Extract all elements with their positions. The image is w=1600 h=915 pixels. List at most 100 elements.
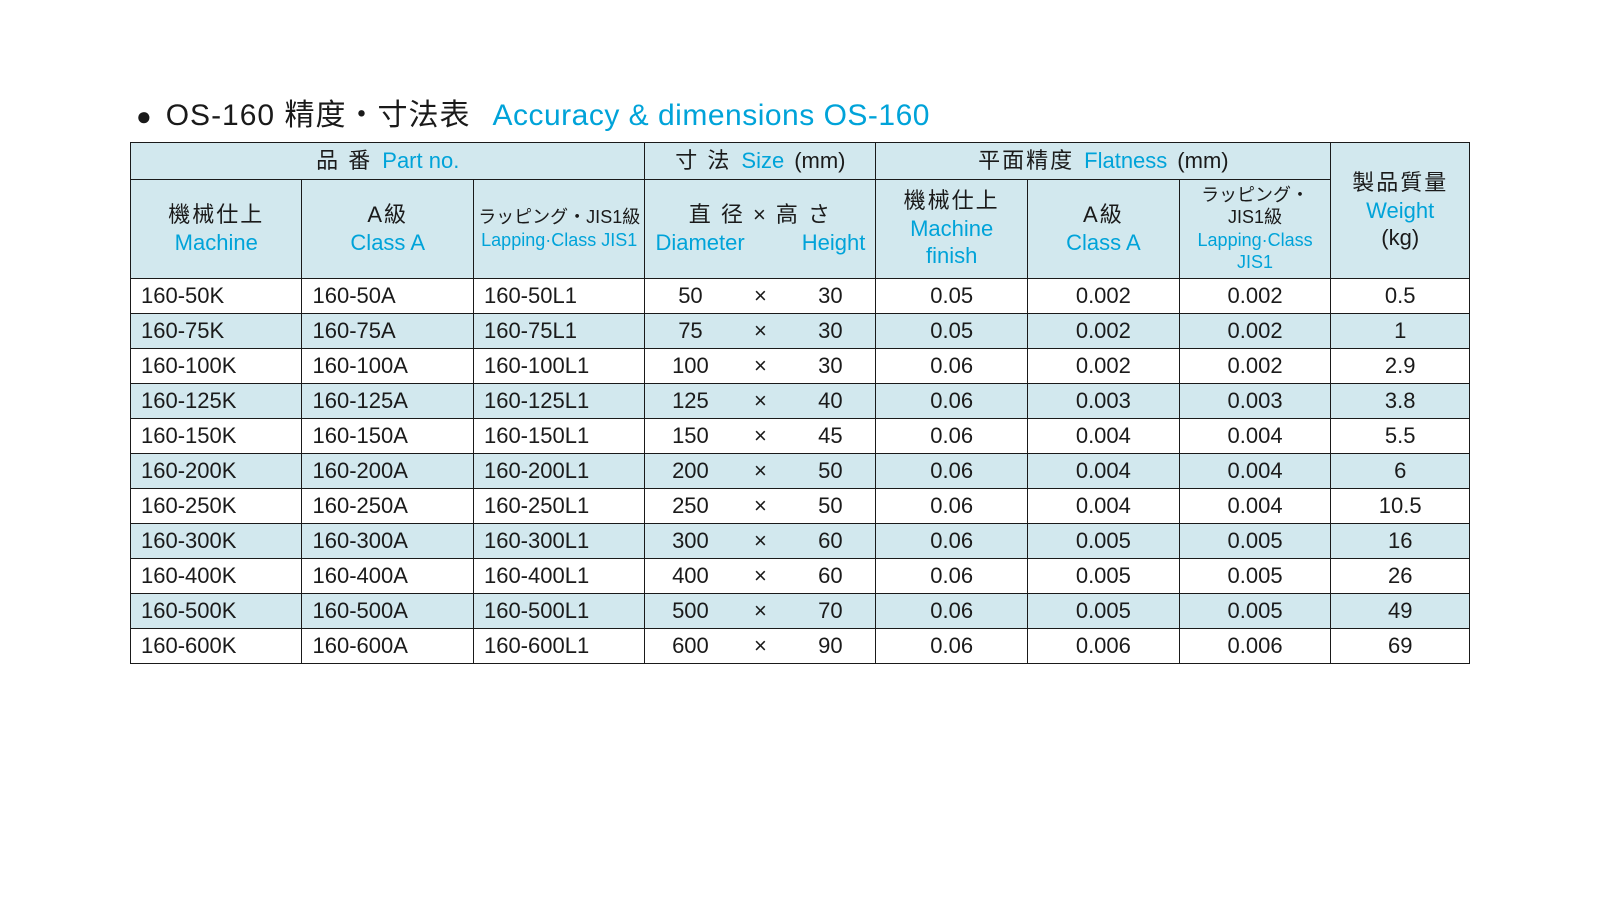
cell-diameter: 50: [655, 283, 725, 309]
cell-flat-class-a: 0.002: [1028, 348, 1180, 383]
hdr-flatness-jp: 平面精度: [978, 147, 1074, 175]
hdr-class-a: A級 Class A: [302, 179, 473, 278]
hdr-size: 寸 法 Size (mm): [645, 143, 876, 180]
cell-lapping: 160-250L1: [473, 488, 644, 523]
hdr-flatness-en: Flatness: [1084, 147, 1167, 175]
hdr-lapping-2: ラッピング・JIS1級 Lapping·Class JIS1: [1179, 179, 1331, 278]
hdr-dia-h-jp: 直 径 × 高 さ: [689, 201, 832, 229]
table-row: 160-150K160-150A160-150L1150×450.060.004…: [131, 418, 1470, 453]
cell-machine: 160-200K: [131, 453, 302, 488]
hdr-diameter-en: Diameter: [655, 229, 744, 257]
hdr-machine-finish-en1: Machine: [910, 215, 993, 243]
cell-size: 75×30: [645, 313, 876, 348]
cell-flat-lapping: 0.002: [1179, 278, 1331, 313]
cell-machine: 160-50K: [131, 278, 302, 313]
cell-flat-machine: 0.06: [876, 523, 1028, 558]
hdr-class-a-2-en: Class A: [1066, 229, 1141, 257]
cell-size: 600×90: [645, 628, 876, 663]
cell-height: 90: [795, 633, 865, 659]
cell-size: 400×60: [645, 558, 876, 593]
cell-times: ×: [725, 388, 795, 414]
cell-machine: 160-600K: [131, 628, 302, 663]
cell-times: ×: [725, 633, 795, 659]
cell-flat-lapping: 0.004: [1179, 418, 1331, 453]
table-header: 品 番 Part no. 寸 法 Size (mm) 平面精度 Flatness…: [131, 143, 1470, 279]
hdr-machine-jp: 機械仕上: [168, 201, 264, 229]
cell-flat-lapping: 0.005: [1179, 593, 1331, 628]
cell-flat-lapping: 0.002: [1179, 348, 1331, 383]
cell-times: ×: [725, 318, 795, 344]
cell-weight: 26: [1331, 558, 1470, 593]
cell-flat-machine: 0.06: [876, 628, 1028, 663]
cell-flat-class-a: 0.003: [1028, 383, 1180, 418]
cell-diameter: 125: [655, 388, 725, 414]
cell-height: 40: [795, 388, 865, 414]
table-row: 160-50K160-50A160-50L150×300.050.0020.00…: [131, 278, 1470, 313]
hdr-class-a-2-jp: A級: [1083, 201, 1124, 229]
hdr-size-jp: 寸 法: [675, 147, 731, 175]
cell-flat-machine: 0.06: [876, 348, 1028, 383]
hdr-class-a-jp: A級: [367, 201, 408, 229]
cell-machine: 160-500K: [131, 593, 302, 628]
cell-lapping: 160-150L1: [473, 418, 644, 453]
cell-flat-lapping: 0.005: [1179, 523, 1331, 558]
cell-flat-class-a: 0.002: [1028, 278, 1180, 313]
cell-diameter: 75: [655, 318, 725, 344]
cell-times: ×: [725, 493, 795, 519]
cell-diameter: 600: [655, 633, 725, 659]
hdr-size-en: Size: [741, 147, 784, 175]
cell-lapping: 160-500L1: [473, 593, 644, 628]
table-row: 160-200K160-200A160-200L1200×500.060.004…: [131, 453, 1470, 488]
hdr-weight-en: Weight: [1366, 197, 1434, 225]
cell-lapping: 160-400L1: [473, 558, 644, 593]
cell-height: 30: [795, 318, 865, 344]
cell-flat-class-a: 0.002: [1028, 313, 1180, 348]
cell-flat-class-a: 0.005: [1028, 523, 1180, 558]
cell-flat-lapping: 0.003: [1179, 383, 1331, 418]
cell-flat-machine: 0.06: [876, 593, 1028, 628]
table-row: 160-250K160-250A160-250L1250×500.060.004…: [131, 488, 1470, 523]
cell-machine: 160-125K: [131, 383, 302, 418]
cell-flat-lapping: 0.004: [1179, 453, 1331, 488]
hdr-height-en: Height: [802, 229, 866, 257]
cell-class-a: 160-250A: [302, 488, 473, 523]
cell-weight: 49: [1331, 593, 1470, 628]
cell-flat-machine: 0.06: [876, 453, 1028, 488]
cell-times: ×: [725, 563, 795, 589]
cell-lapping: 160-600L1: [473, 628, 644, 663]
cell-times: ×: [725, 423, 795, 449]
cell-times: ×: [725, 458, 795, 484]
cell-weight: 3.8: [1331, 383, 1470, 418]
cell-machine: 160-100K: [131, 348, 302, 383]
cell-flat-class-a: 0.004: [1028, 418, 1180, 453]
hdr-part-no-en: Part no.: [382, 147, 459, 175]
cell-flat-lapping: 0.005: [1179, 558, 1331, 593]
cell-times: ×: [725, 598, 795, 624]
hdr-weight-unit: (kg): [1381, 224, 1419, 252]
cell-flat-machine: 0.06: [876, 383, 1028, 418]
cell-lapping: 160-100L1: [473, 348, 644, 383]
table-row: 160-600K160-600A160-600L1600×900.060.006…: [131, 628, 1470, 663]
cell-size: 250×50: [645, 488, 876, 523]
cell-machine: 160-150K: [131, 418, 302, 453]
page-title: ● OS-160 精度・寸法表 Accuracy & dimensions OS…: [136, 90, 1470, 134]
cell-diameter: 500: [655, 598, 725, 624]
cell-weight: 0.5: [1331, 278, 1470, 313]
cell-flat-lapping: 0.002: [1179, 313, 1331, 348]
cell-flat-class-a: 0.005: [1028, 558, 1180, 593]
cell-class-a: 160-300A: [302, 523, 473, 558]
cell-flat-lapping: 0.006: [1179, 628, 1331, 663]
hdr-part-no: 品 番 Part no.: [131, 143, 645, 180]
cell-weight: 1: [1331, 313, 1470, 348]
cell-weight: 69: [1331, 628, 1470, 663]
cell-flat-class-a: 0.006: [1028, 628, 1180, 663]
cell-weight: 5.5: [1331, 418, 1470, 453]
cell-flat-lapping: 0.004: [1179, 488, 1331, 523]
cell-diameter: 300: [655, 528, 725, 554]
hdr-lapping-en: Lapping·Class JIS1: [481, 229, 637, 252]
hdr-machine-en: Machine: [175, 229, 258, 257]
cell-size: 50×30: [645, 278, 876, 313]
cell-flat-class-a: 0.005: [1028, 593, 1180, 628]
table-row: 160-75K160-75A160-75L175×300.050.0020.00…: [131, 313, 1470, 348]
cell-class-a: 160-150A: [302, 418, 473, 453]
